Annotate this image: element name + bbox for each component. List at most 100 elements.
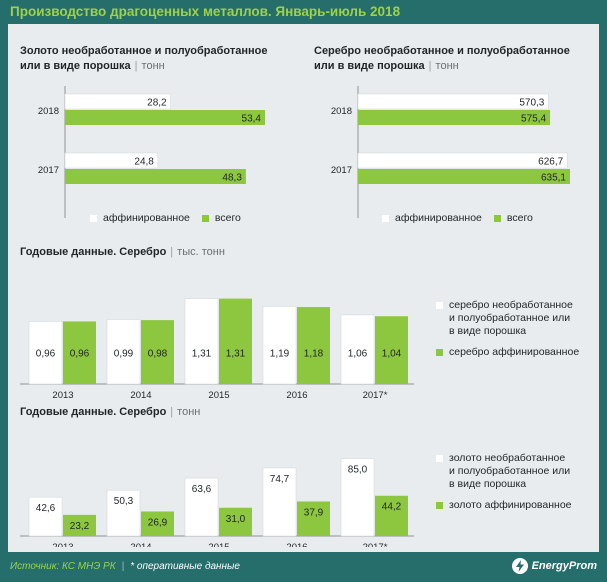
annual-silver-legend: серебро необработанное и полуобработанное… bbox=[436, 299, 596, 367]
silver-chart-unit: тонн bbox=[435, 60, 459, 72]
legend-swatch bbox=[382, 215, 389, 222]
logo-text: EnergyProm bbox=[531, 560, 597, 572]
silver-chart-title-line1: Серебро необработанное и полуобработанно… bbox=[314, 45, 570, 57]
data-label: 1,06 bbox=[348, 348, 368, 359]
bar bbox=[106, 489, 141, 537]
bar bbox=[219, 507, 252, 536]
bar bbox=[64, 93, 171, 110]
category-label: 2014 bbox=[130, 390, 151, 401]
data-label: 37,9 bbox=[304, 507, 324, 518]
legend-label: всего bbox=[506, 212, 533, 224]
legend-item: серебро необработанное и полуобработанное… bbox=[436, 299, 596, 338]
data-label: 0,98 bbox=[148, 348, 168, 359]
silver-chart-title-line2: или в виде порошка bbox=[314, 60, 425, 72]
legend-swatch bbox=[436, 349, 443, 356]
footer: Источник: КС МНЭ РК | * оперативные данные bbox=[10, 561, 240, 572]
footnote-text: * оперативные данные bbox=[130, 561, 240, 572]
category-label: 2017* bbox=[363, 390, 388, 401]
bar bbox=[219, 298, 252, 384]
category-label: 2016 bbox=[286, 390, 307, 401]
silver-chart: 2018 570,3 575,4 2017 626,7 635,1 bbox=[331, 86, 570, 218]
bar bbox=[63, 321, 96, 384]
bar bbox=[28, 496, 63, 537]
bar bbox=[65, 169, 246, 184]
annual-silver-title: Годовые данные. Серебро | тыс. тонн bbox=[20, 246, 225, 258]
data-label: 24,8 bbox=[134, 157, 154, 168]
data-label: 26,9 bbox=[148, 517, 168, 528]
data-label: 635,1 bbox=[541, 173, 566, 184]
bar bbox=[375, 495, 408, 536]
logo: EnergyProm bbox=[511, 558, 597, 574]
annual-silver-chart: 2013 0,96 0,96 2014 0,99 0,98 2015 1,31 1,31 2016… bbox=[20, 298, 414, 401]
category-label: 2018 bbox=[331, 106, 352, 117]
silver-legend-item-total: всего bbox=[493, 212, 533, 225]
bar bbox=[357, 93, 549, 110]
data-label: 31,0 bbox=[226, 514, 246, 525]
bar bbox=[141, 511, 174, 536]
legend-label: всего bbox=[214, 212, 241, 224]
legend-swatch bbox=[493, 215, 501, 222]
annual-gold-title-text: Годовые данные. Серебро bbox=[20, 406, 167, 418]
data-label: 575,4 bbox=[521, 114, 546, 125]
category-label: 2013 bbox=[52, 542, 73, 547]
gold-chart: 2018 28,2 53,4 2017 24,8 48,3 bbox=[38, 86, 265, 218]
bar bbox=[297, 307, 330, 384]
data-label: 44,2 bbox=[382, 502, 402, 513]
gold-legend-item-total: всего bbox=[201, 212, 241, 225]
legend-item: серебро аффинированное bbox=[436, 346, 596, 359]
legend-label: аффинированное bbox=[395, 212, 482, 224]
bar bbox=[64, 152, 159, 169]
bar bbox=[184, 298, 219, 385]
lightning-icon bbox=[511, 558, 528, 574]
bar bbox=[262, 467, 297, 537]
silver-legend: аффинированное всего bbox=[382, 212, 545, 225]
bar bbox=[65, 110, 265, 125]
category-label: 2013 bbox=[52, 390, 73, 401]
bar bbox=[297, 501, 330, 536]
legend-item: золото аффинированное bbox=[436, 499, 596, 512]
annual-gold-title: Годовые данные. Серебро | тонн bbox=[20, 406, 201, 418]
legend-swatch bbox=[90, 215, 97, 222]
annual-gold-unit: тонн bbox=[177, 406, 201, 418]
bar bbox=[141, 320, 174, 384]
legend-swatch bbox=[436, 502, 443, 509]
category-label: 2017 bbox=[38, 165, 59, 176]
data-label: 1,31 bbox=[226, 348, 246, 359]
data-label: 1,31 bbox=[192, 348, 212, 359]
data-label: 23,2 bbox=[70, 521, 90, 532]
category-label: 2015 bbox=[208, 542, 229, 547]
bar bbox=[358, 169, 570, 184]
legend-label: серебро необработанное и полуобработанное… bbox=[449, 299, 573, 337]
annual-silver-title-text: Годовые данные. Серебро bbox=[20, 246, 167, 258]
category-label: 2016 bbox=[286, 542, 307, 547]
data-label: 63,6 bbox=[192, 484, 212, 495]
data-label: 48,3 bbox=[222, 173, 242, 184]
gold-legend-item-refined: аффинированное bbox=[90, 212, 190, 225]
bar bbox=[184, 477, 219, 537]
legend-item: золото необработанное и полуобработанное … bbox=[436, 452, 596, 491]
category-label: 2017* bbox=[363, 542, 388, 547]
data-label: 626,7 bbox=[538, 157, 563, 168]
annual-silver-unit: тыс. тонн bbox=[177, 246, 225, 258]
bar bbox=[63, 514, 96, 536]
data-label: 85,0 bbox=[348, 465, 368, 476]
bar bbox=[262, 306, 297, 385]
gold-chart-title: Золото необработанное и полуобработанное… bbox=[20, 45, 268, 72]
content-panel: Золото необработанное и полуобработанное… bbox=[8, 24, 599, 552]
bar bbox=[340, 458, 375, 537]
bar bbox=[375, 316, 408, 384]
data-label: 1,04 bbox=[382, 348, 402, 359]
category-label: 2015 bbox=[208, 390, 229, 401]
gold-chart-unit: тонн bbox=[141, 60, 165, 72]
source-text: Источник: КС МНЭ РК bbox=[10, 561, 116, 572]
data-label: 50,3 bbox=[114, 496, 134, 507]
category-label: 2014 bbox=[130, 542, 151, 547]
gold-chart-title-line2: или в виде порошка bbox=[20, 60, 131, 72]
annual-gold-chart: 2013 42,6 23,2 2014 50,3 26,9 2015 63,6 31,0 2016… bbox=[20, 458, 414, 547]
silver-chart-title: Серебро необработанное и полуобработанно… bbox=[314, 45, 570, 72]
gold-legend: аффинированное всего bbox=[90, 212, 253, 225]
legend-label: серебро аффинированное bbox=[449, 346, 580, 358]
data-label: 0,96 bbox=[70, 349, 90, 360]
data-label: 1,18 bbox=[304, 348, 324, 359]
data-label: 74,7 bbox=[270, 474, 290, 485]
